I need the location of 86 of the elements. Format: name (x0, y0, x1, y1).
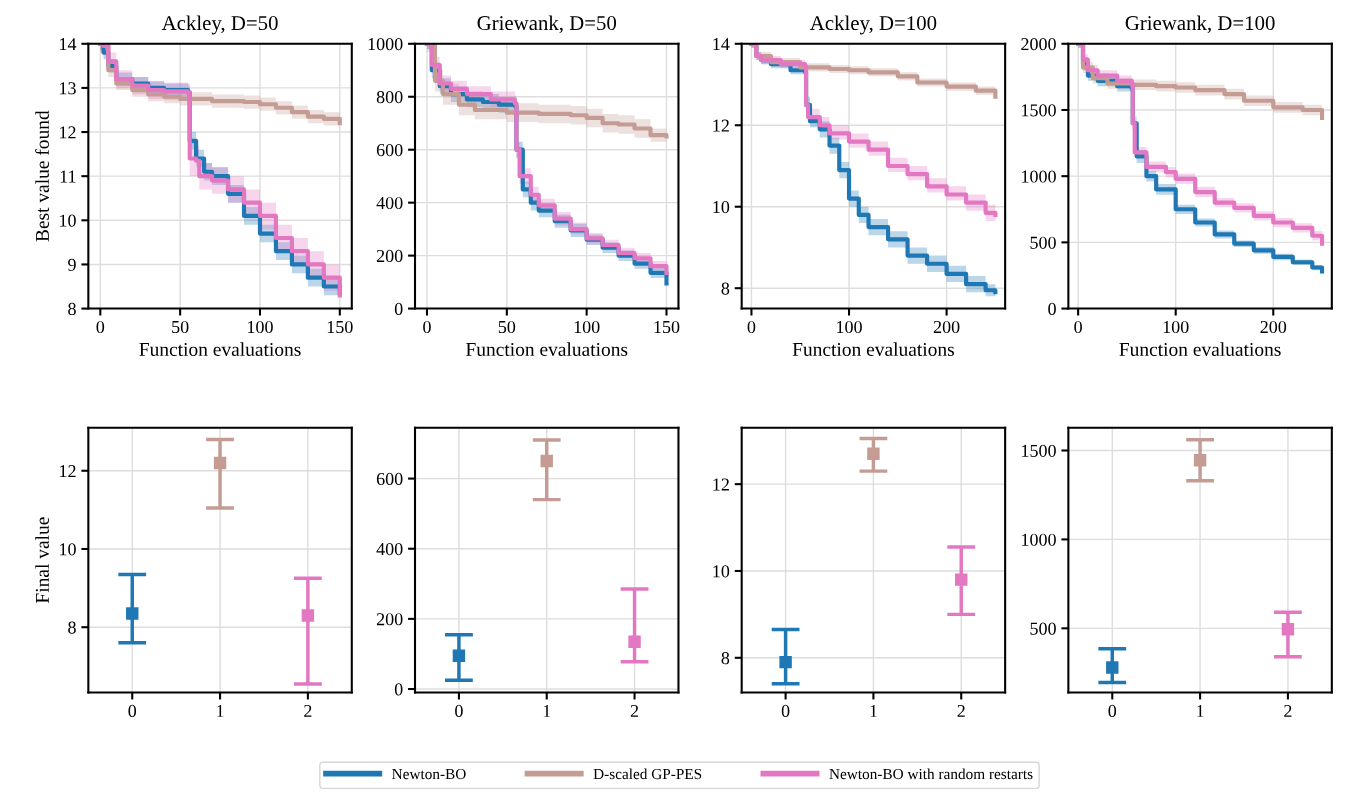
x-axis-title: Function evaluations (466, 342, 628, 356)
point (1193, 454, 1207, 467)
y-tick-label: 500 (1030, 236, 1056, 249)
point (1106, 661, 1119, 674)
y-tick-label: 8 (68, 621, 76, 634)
x-tick-label: 150 (327, 320, 353, 334)
x-axis-title: Function evaluations (1119, 342, 1281, 356)
y-axis-title: Best value found (35, 110, 49, 242)
y-tick-label: 12 (60, 465, 76, 478)
x-axis-title: Function evaluations (139, 342, 301, 356)
y-tick-label: 800 (376, 91, 403, 104)
chart-title: Ackley, D=100 (809, 15, 937, 35)
chart-title: Griewank, D=100 (1125, 15, 1275, 34)
x-tick-label: 2 (304, 704, 312, 717)
point (955, 573, 968, 586)
y-tick-label: 1000 (1022, 533, 1056, 546)
y-tick-label: 11 (60, 170, 76, 183)
x-tick-label: 1 (870, 704, 877, 717)
y-tick-label: 600 (376, 143, 403, 157)
legend-label: Newton-BO with random restarts (829, 768, 1033, 780)
x-tick-label: 200 (1260, 320, 1287, 334)
point (1281, 623, 1295, 636)
x-tick-label: 150 (654, 320, 680, 334)
x-tick-label: 100 (837, 320, 862, 334)
legend-label: D-scaled GP-PES (593, 768, 702, 780)
x-tick-label: 0 (423, 320, 431, 334)
y-tick-label: 2000 (1021, 38, 1056, 51)
x-tick-label: 100 (574, 320, 600, 334)
y-tick-label: 8 (721, 652, 730, 665)
x-tick-label: 50 (172, 320, 189, 334)
y-tick-label: 10 (60, 543, 76, 556)
y-tick-label: 8 (68, 302, 76, 316)
chart-title: Ackley, D=50 (161, 15, 278, 35)
x-tick-label: 0 (1108, 704, 1117, 718)
y-tick-label: 14 (60, 38, 77, 51)
y-tick-label: 400 (376, 196, 403, 210)
y-tick-label: 200 (376, 613, 403, 626)
y-tick-label: 10 (60, 214, 76, 227)
y-tick-label: 0 (1048, 302, 1056, 316)
y-tick-label: 400 (376, 542, 403, 556)
y-tick-label: 1000 (1022, 170, 1056, 183)
chart-title: Griewank, D=50 (477, 15, 617, 34)
x-tick-label: 2 (630, 704, 639, 717)
x-tick-label: 50 (498, 320, 516, 334)
point (213, 456, 227, 470)
y-tick-label: 13 (60, 82, 76, 95)
y-tick-label: 8 (721, 282, 730, 295)
x-tick-label: 2 (957, 704, 965, 717)
y-tick-label: 12 (713, 119, 729, 132)
x-tick-label: 0 (1074, 320, 1082, 334)
y-tick-label: 1500 (1022, 104, 1056, 117)
y-tick-label: 500 (1030, 622, 1056, 635)
x-tick-label: 1 (543, 704, 551, 717)
y-tick-label: 9 (68, 258, 76, 271)
y-tick-label: 600 (376, 472, 403, 486)
x-tick-label: 100 (248, 320, 273, 334)
x-axis-title: Function evaluations (792, 342, 954, 356)
point (540, 454, 553, 468)
point (301, 609, 315, 622)
x-tick-label: 0 (455, 704, 463, 718)
y-tick-label: 200 (376, 249, 403, 263)
x-tick-label: 0 (96, 320, 105, 334)
point (126, 607, 139, 620)
point (452, 649, 466, 662)
y-tick-label: 14 (713, 38, 730, 51)
x-tick-label: 200 (933, 320, 960, 334)
y-tick-label: 1500 (1022, 444, 1056, 457)
point (867, 447, 880, 460)
y-tick-label: 0 (394, 683, 403, 696)
y-axis-title: Final value (35, 517, 49, 604)
x-tick-label: 0 (747, 320, 756, 334)
x-tick-label: 0 (128, 704, 137, 718)
y-tick-label: 12 (713, 478, 729, 491)
y-tick-label: 10 (713, 565, 730, 578)
x-tick-label: 100 (1163, 320, 1189, 334)
x-tick-label: 0 (781, 704, 790, 718)
y-tick-label: 10 (713, 200, 730, 214)
x-tick-label: 2 (1284, 704, 1292, 717)
legend-label: Newton-BO (392, 768, 466, 780)
x-tick-label: 1 (1197, 704, 1204, 717)
x-tick-label: 1 (217, 704, 224, 717)
point (779, 655, 792, 669)
y-tick-label: 1000 (368, 38, 403, 51)
y-tick-label: 0 (394, 302, 403, 316)
point (628, 635, 641, 648)
y-tick-label: 12 (60, 126, 76, 139)
